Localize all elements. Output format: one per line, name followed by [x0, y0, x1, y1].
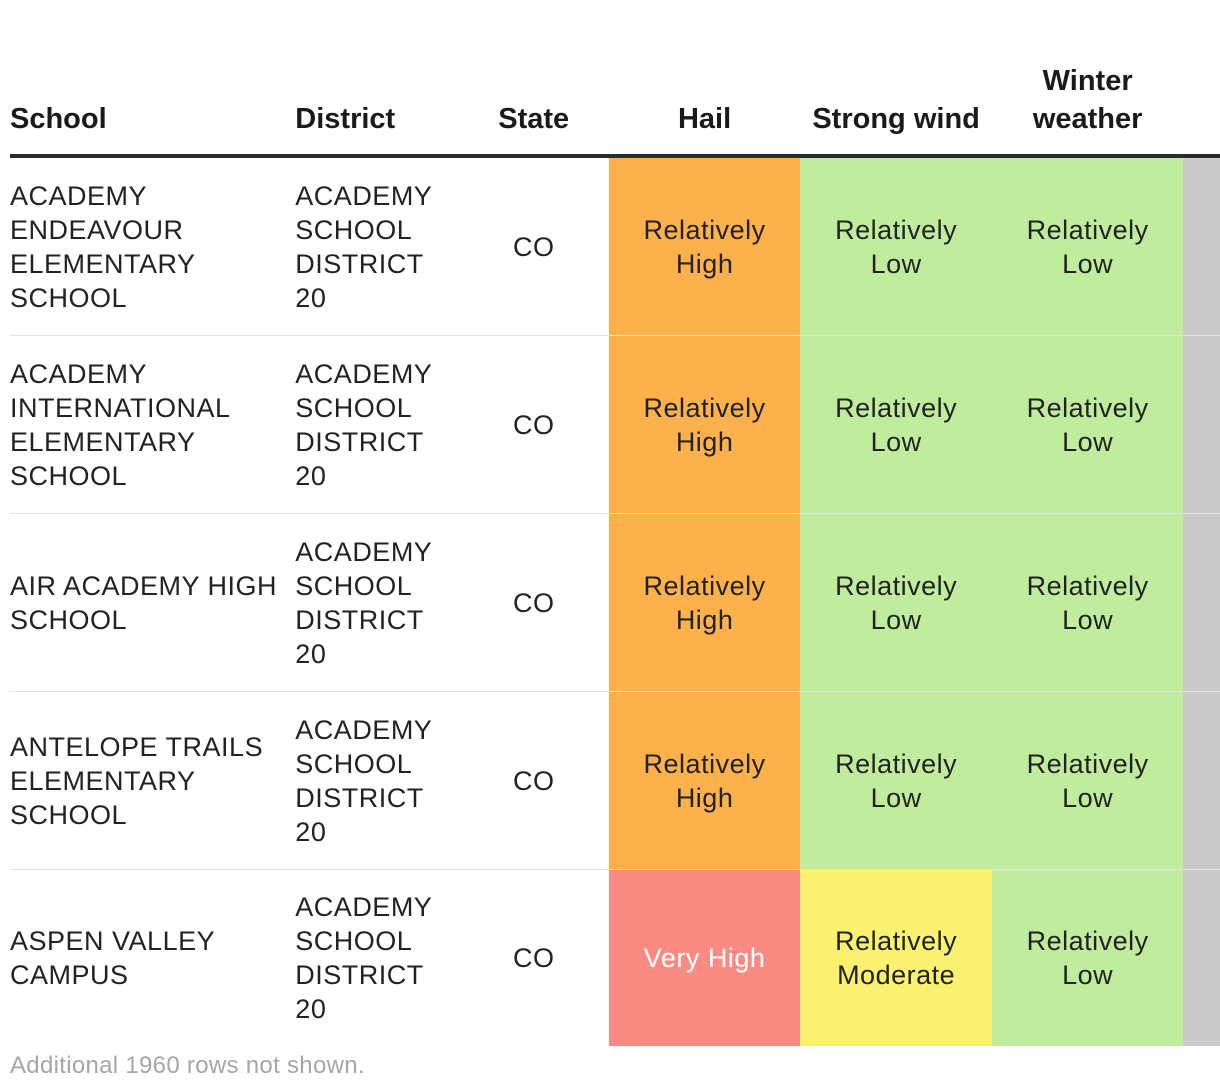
- strong-wind-cell: Relatively Moderate: [800, 869, 992, 1046]
- school-cell: ASPEN VALLEY CAMPUS: [10, 926, 215, 990]
- table-row: ACADEMY ENDEAVOUR ELEMENTARY SCHOOL ACADE…: [10, 156, 1220, 336]
- winter-weather-cell: Relatively Low: [991, 156, 1184, 336]
- district-cell: ACADEMY SCHOOL DISTRICT 20: [295, 691, 459, 870]
- state-cell: CO: [458, 156, 609, 336]
- cut-off-cell: [1183, 513, 1220, 692]
- header-winter-weather: Winter weather: [991, 0, 1184, 158]
- hail-cell: Relatively High: [608, 335, 801, 514]
- district-cell: ACADEMY SCHOOL DISTRICT 20: [295, 513, 459, 692]
- cut-off-cell: [1183, 691, 1220, 870]
- strong-wind-cell: Relatively Low: [800, 335, 992, 514]
- strong-wind-cell: Relatively Low: [800, 691, 992, 870]
- footnote: Additional 1960 rows not shown.: [10, 1052, 365, 1079]
- district-cell: ACADEMY SCHOOL DISTRICT 20: [295, 156, 459, 336]
- risk-table: School District State Hail Strong wind W…: [10, 0, 1220, 1046]
- cut-off-cell: [1183, 156, 1220, 336]
- district-cell: ACADEMY SCHOOL DISTRICT 20: [295, 335, 459, 514]
- hail-cell: Relatively High: [608, 691, 801, 870]
- header-hail: Hail: [608, 0, 801, 158]
- strong-wind-cell: Relatively Low: [800, 156, 992, 336]
- table-row: ASPEN VALLEY CAMPUS ACADEMY SCHOOL DISTRI…: [10, 869, 1220, 1046]
- cut-off-cell: [1183, 335, 1220, 514]
- school-cell: AIR ACADEMY HIGH SCHOOL: [10, 513, 296, 692]
- header-district: District: [295, 0, 459, 158]
- table-row: ACADEMY INTERNATIONAL ELEMENTARY SCHOOL A…: [10, 335, 1220, 514]
- state-cell: CO: [512, 943, 555, 973]
- table-row: AIR ACADEMY HIGH SCHOOL ACADEMY SCHOOL DI…: [10, 513, 1220, 692]
- risk-table-container: School District State Hail Strong wind W…: [10, 0, 1220, 1046]
- table-body: ACADEMY ENDEAVOUR ELEMENTARY SCHOOL ACADE…: [10, 156, 1220, 1046]
- header-state: State: [458, 0, 609, 158]
- hail-cell: Very High: [608, 869, 801, 1046]
- header-school: School: [10, 0, 296, 158]
- school-cell: ANTELOPE TRAILS ELEMENTARY SCHOOL: [10, 691, 296, 870]
- state-cell: CO: [458, 513, 609, 692]
- winter-weather-cell: Relatively Low: [991, 335, 1184, 514]
- winter-weather-cell: Relatively Low: [991, 691, 1184, 870]
- state-cell: CO: [458, 691, 609, 870]
- hail-cell: Relatively High: [608, 513, 801, 692]
- strong-wind-cell: Relatively Low: [800, 513, 992, 692]
- cut-off-cell: [1183, 869, 1220, 1046]
- state-cell: CO: [458, 335, 609, 514]
- school-cell: ACADEMY INTERNATIONAL ELEMENTARY SCHOOL: [10, 335, 296, 514]
- header-row: School District State Hail Strong wind W…: [10, 0, 1220, 158]
- district-cell: ACADEMY SCHOOL DISTRICT 20: [295, 892, 432, 1024]
- table-row: ANTELOPE TRAILS ELEMENTARY SCHOOL ACADEMY…: [10, 691, 1220, 870]
- hail-cell: Relatively High: [608, 156, 801, 336]
- winter-weather-cell: Relatively Low: [991, 869, 1184, 1046]
- header-strong-wind: Strong wind: [800, 0, 992, 158]
- school-cell: ACADEMY ENDEAVOUR ELEMENTARY SCHOOL: [10, 156, 296, 336]
- winter-weather-cell: Relatively Low: [991, 513, 1184, 692]
- header-cut-off: [1183, 0, 1220, 158]
